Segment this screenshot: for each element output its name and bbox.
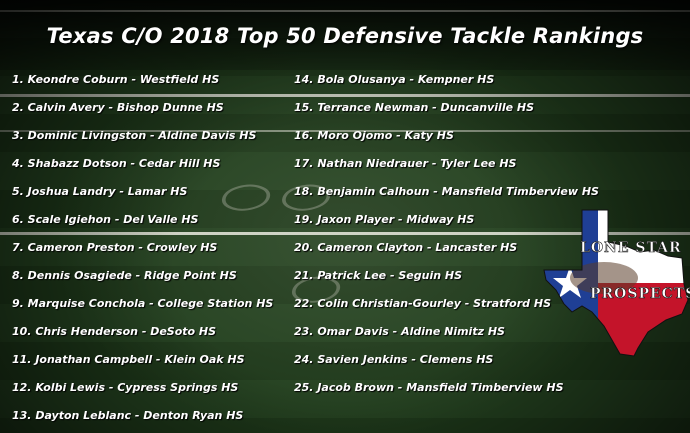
ranking-item: 9. Marquise Conchola - College Station H… [12,297,274,310]
star-icon [553,266,587,298]
ranking-item: 6. Scale Igiehon - Del Valle HS [12,213,199,226]
ranking-item: 5. Joshua Landry - Lamar HS [12,185,188,198]
ranking-item: 17. Nathan Niedrauer - Tyler Lee HS [294,157,517,170]
ranking-item: 10. Chris Henderson - DeSoto HS [12,325,217,338]
ranking-item: 15. Terrance Newman - Duncanville HS [294,101,535,114]
ranking-item: 8. Dennis Osagiede - Ridge Point HS [12,269,237,282]
ranking-item: 2. Calvin Avery - Bishop Dunne HS [12,101,224,114]
page-title: Texas C/O 2018 Top 50 Defensive Tackle R… [46,24,644,48]
ranking-item: 13. Dayton Leblanc - Denton Ryan HS [12,409,244,422]
texas-outline [543,209,689,357]
ranking-item: 24. Savien Jenkins - Clemens HS [294,353,494,366]
ranking-item: 14. Bola Olusanya - Kempner HS [294,73,495,86]
ranking-item: 22. Colin Christian-Gourley - Stratford … [294,297,551,310]
logo-line-2: PROSPECTS [590,286,690,302]
ranking-item: 12. Kolbi Lewis - Cypress Springs HS [12,381,239,394]
ranking-item: 23. Omar Davis - Aldine Nimitz HS [294,325,505,338]
lone-star-prospects-logo: LONE STAR PROSPECTS [543,209,690,357]
ranking-item: 4. Shabazz Dotson - Cedar Hill HS [12,157,221,170]
texas-flag-map [544,210,688,356]
ranking-item: 11. Jonathan Campbell - Klein Oak HS [12,353,245,366]
ranking-item: 21. Patrick Lee - Seguin HS [294,269,463,282]
ranking-item: 3. Dominic Livingston - Aldine Davis HS [12,129,257,142]
ranking-item: 7. Cameron Preston - Crowley HS [12,241,218,254]
ranking-item: 1. Keondre Coburn - Westfield HS [12,73,220,86]
ranking-item: 16. Moro Ojomo - Katy HS [294,129,454,142]
ranking-item: 19. Jaxon Player - Midway HS [294,213,475,226]
ranking-item: 20. Cameron Clayton - Lancaster HS [294,241,518,254]
ranking-item: 25. Jacob Brown - Mansfield Timberview H… [294,381,564,394]
logo-line-1: LONE STAR [580,240,682,256]
football-icon [570,262,638,294]
ranking-item: 18. Benjamin Calhoun - Mansfield Timberv… [294,185,599,198]
